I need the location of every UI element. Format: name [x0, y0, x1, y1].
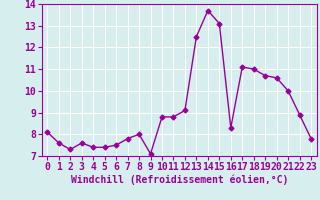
X-axis label: Windchill (Refroidissement éolien,°C): Windchill (Refroidissement éolien,°C) [70, 174, 288, 185]
